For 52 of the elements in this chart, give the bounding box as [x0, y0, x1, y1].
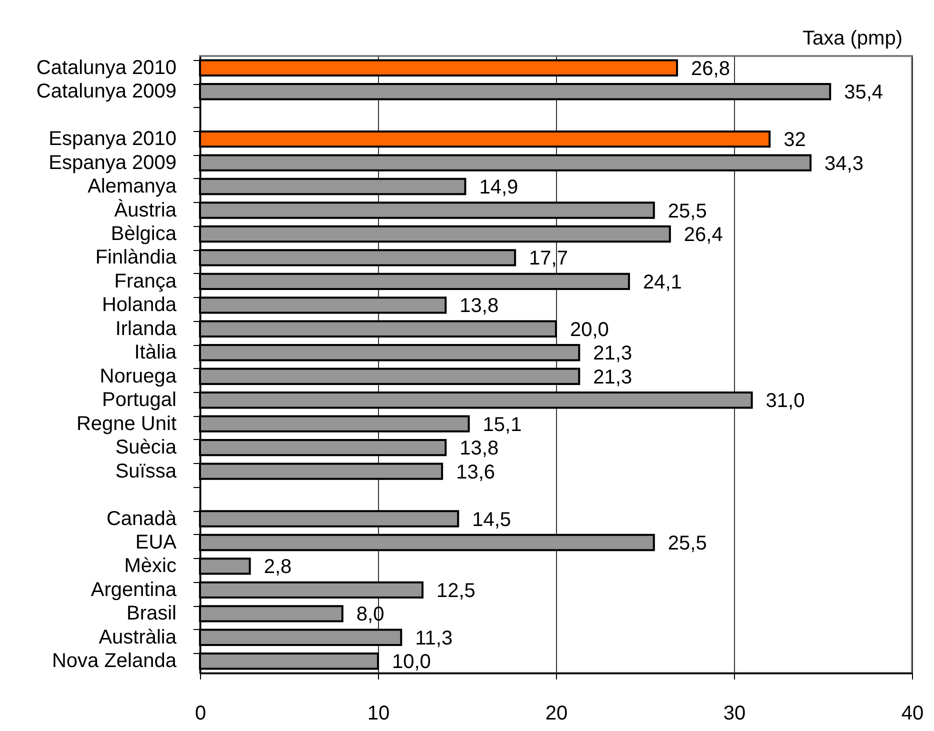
y-tick-label: EUA: [135, 531, 178, 554]
data-label: 35,4: [844, 82, 884, 104]
x-tick-label: 20: [545, 702, 568, 724]
data-label: 32: [784, 129, 806, 152]
data-label: 31,0: [766, 390, 805, 412]
x-tick-label: 10: [367, 702, 390, 724]
data-label: 14,9: [479, 176, 518, 199]
y-tick-label: Argentina: [90, 578, 178, 601]
y-tick-label: Espanya 2009: [48, 152, 176, 174]
y-tick-label: Bèlgica: [110, 222, 178, 245]
data-label: 12,5: [436, 580, 476, 602]
data-label: 13,6: [456, 461, 496, 484]
data-label: 13,8: [460, 295, 499, 318]
data-label: 26,8: [691, 58, 730, 80]
y-tick-label: Espanya 2010: [48, 128, 176, 150]
y-tick-label: Mèxic: [124, 555, 176, 578]
y-tick-label: Suïssa: [115, 460, 178, 482]
x-tick-label: 30: [723, 702, 746, 724]
y-tick-label: Noruega: [100, 365, 178, 388]
data-label: 21,3: [593, 342, 632, 365]
y-tick-label: Holanda: [102, 294, 178, 316]
data-label: 34,3: [824, 152, 864, 175]
data-label: 15,1: [482, 414, 522, 436]
y-tick-label: Itàlia: [134, 342, 178, 364]
y-tick-label: Nova Zelanda: [52, 650, 178, 672]
data-label: 2,8: [264, 556, 292, 578]
data-label: 21,3: [593, 366, 632, 388]
y-tick-label: Portugal: [102, 389, 176, 412]
y-tick-label: Regne Unit: [76, 412, 177, 435]
data-label: 25,5: [668, 532, 707, 554]
x-tick-label: 0: [194, 702, 206, 724]
y-tick-label: Canadà: [106, 508, 178, 530]
y-tick-label: Suècia: [115, 436, 178, 459]
y-tick-label: Catalunya 2010: [36, 56, 176, 79]
y-tick-label: Irlanda: [115, 318, 178, 340]
y-tick-label: Àustria: [114, 198, 178, 222]
data-label: 14,5: [472, 508, 512, 531]
y-tick-label: Austràlia: [98, 626, 178, 648]
data-label: 25,5: [668, 200, 707, 222]
y-tick-label: Brasil: [126, 602, 176, 625]
x-axis-title: Taxa (pmp): [802, 28, 902, 50]
y-tick-label: Alemanya: [88, 176, 178, 198]
data-label: 11,3: [415, 627, 453, 650]
y-tick-label: Catalunya 2009: [36, 80, 176, 103]
x-tick-label: 40: [901, 702, 924, 724]
data-label: 13,8: [460, 438, 499, 460]
y-tick-label: França: [114, 270, 178, 292]
data-label: 24,1: [642, 271, 682, 294]
data-label: 20,0: [570, 318, 609, 341]
y-tick-label: Finlàndia: [95, 246, 178, 269]
data-label: 26,4: [684, 224, 723, 246]
data-label: 10,0: [392, 651, 431, 674]
